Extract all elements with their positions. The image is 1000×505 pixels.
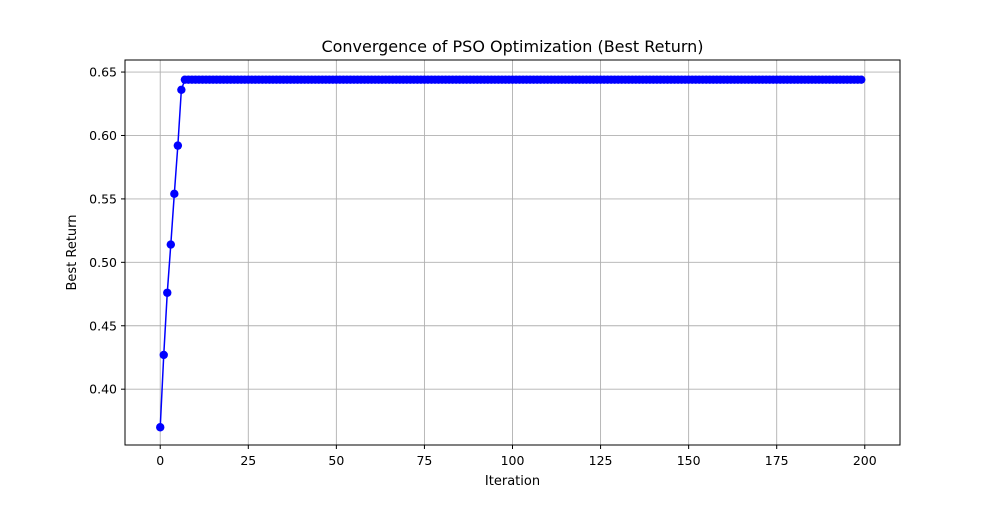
x-tick-label: 200 [853,453,877,468]
grid-layer [125,60,900,445]
data-point [159,350,168,360]
y-axis-label: Best Return [65,214,80,290]
x-axis-label: Iteration [485,474,540,489]
y-tick-label: 0.65 [89,65,117,80]
data-point [166,240,175,249]
y-tick-label: 0.45 [89,318,117,333]
series-layer [156,75,866,432]
x-tick-label: 100 [501,453,525,468]
y-tick-label: 0.50 [89,255,117,270]
x-tick-label: 0 [156,453,164,468]
data-point [163,288,172,297]
x-tick-label: 50 [328,453,344,468]
data-point [177,85,186,95]
chart-title: Convergence of PSO Optimization (Best Re… [321,37,703,56]
data-point [857,75,866,84]
data-point [173,141,183,150]
x-tick-label: 125 [589,453,613,468]
y-ticks: 0.40 0.45 0.50 0.55 0.60 0.65 [89,65,125,397]
y-tick-label: 0.40 [89,382,117,397]
x-tick-label: 25 [240,453,256,468]
y-tick-label: 0.60 [89,128,117,143]
data-point [170,189,179,199]
x-tick-label: 75 [416,453,432,468]
y-tick-label: 0.55 [89,191,117,206]
data-point [156,423,165,432]
x-tick-label: 150 [677,453,701,468]
x-ticks: 0 25 50 75 100 125 150 175 200 [156,445,877,468]
x-tick-label: 175 [765,453,789,468]
